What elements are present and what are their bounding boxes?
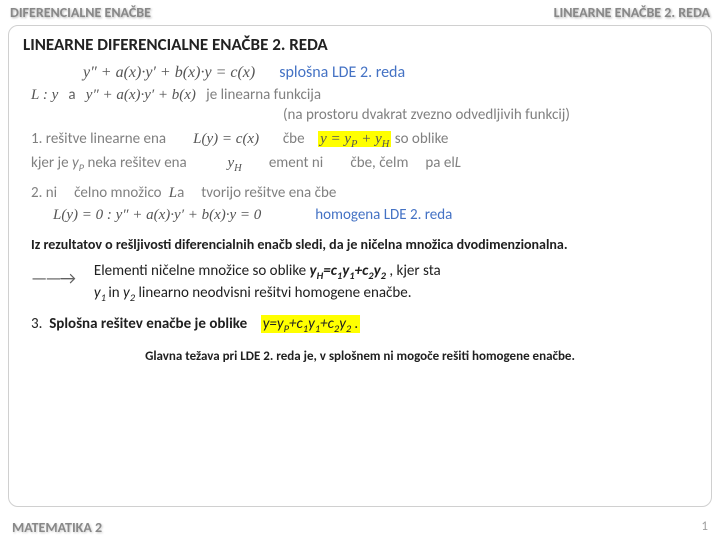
p1-c: čbe xyxy=(283,130,305,148)
elements-text: Elementi ničelne množice so oblike yH=c1… xyxy=(94,261,441,305)
p1l2-a: kjer je yP neka rešitev ena xyxy=(31,154,187,172)
bottom-note: Glavna težava pri LDE 2. reda je, v splo… xyxy=(23,349,697,364)
elem-1c: , kjer sta xyxy=(389,262,440,280)
p2-eq: L(y) = 0 : y″ + a(x)·y′ + b(x)·y = 0 xyxy=(53,207,261,223)
L-post: je linearna funkcija xyxy=(199,86,321,104)
p1-e: so oblike xyxy=(395,130,449,148)
point-1-line2: kjer je yP neka rešitev ena yH ement ni … xyxy=(31,154,697,174)
p2-b: čelno množico xyxy=(74,184,162,202)
arrow-icon: ——→ xyxy=(31,267,74,289)
p1l2-yh: yH xyxy=(227,155,241,171)
p3-text: Splošna rešitev enačbe je oblike xyxy=(49,315,247,333)
p1l2-e: pa elL xyxy=(425,154,461,172)
p2-num: 2. xyxy=(31,184,42,202)
slide-footer: MATEMATIKA 2 1 xyxy=(0,519,720,536)
p2-label: homogena LDE 2. reda xyxy=(315,206,452,224)
maps-arrow: a xyxy=(62,86,83,104)
content-box: LINEARNE DIFERENCIALNE ENAČBE 2. REDA y″… xyxy=(8,25,712,507)
p1-highlight: y = yP + yH xyxy=(318,131,391,147)
p2-L: L xyxy=(165,185,177,201)
p1-num: 1. xyxy=(31,130,42,148)
elem-1a: Elementi ničelne množice so oblike xyxy=(94,262,310,280)
p2-a: ni xyxy=(46,184,57,202)
result-statement: Iz rezultatov o rešljivosti diferencialn… xyxy=(31,236,689,253)
p1l2-d: čbe, čelm xyxy=(350,154,408,172)
p2-e: čbe xyxy=(315,184,337,202)
header-right: LINEARNE ENAČBE 2. REDA xyxy=(554,4,710,21)
p2-d: tvorijo rešitve ena xyxy=(201,184,311,202)
p3-highlight: y=yP+c1y1+c2y2 . xyxy=(261,315,361,333)
homogeneous-eq: L(y) = 0 : y″ + a(x)·y′ + b(x)·y = 0 hom… xyxy=(53,206,697,224)
elem-formula: yH=c1y1+c2y2 xyxy=(310,262,386,280)
p1-a: rešitve linearne ena xyxy=(46,130,166,148)
slide-header: DIFERENCIALNE ENAČBE LINEARNE ENAČBE 2. … xyxy=(0,0,720,23)
p1l2-c: ement ni xyxy=(269,154,323,172)
general-equation: y″ + a(x)·y′ + b(x)·y = c(x) splošna LDE… xyxy=(83,63,697,82)
header-left: DIFERENCIALNE ENAČBE xyxy=(10,4,151,21)
point-2: 2. ni čelno množico La tvorijo rešitve e… xyxy=(31,184,697,202)
elem-y1y2: y1 xyxy=(94,284,108,302)
p3-num: 3. xyxy=(31,315,42,333)
footer-left: MATEMATIKA 2 xyxy=(12,519,102,536)
p1-eq: L(y) = c(x) xyxy=(193,131,259,147)
functional-L: L : y a y″ + a(x)·y′ + b(x) je linearna … xyxy=(31,86,697,104)
L-pre: L : y xyxy=(31,87,58,103)
point-3: 3. Splošna rešitev enačbe je oblike y=yP… xyxy=(31,315,689,335)
elements-row: ——→ Elementi ničelne množice so oblike y… xyxy=(31,261,689,305)
slide-title: LINEARNE DIFERENCIALNE ENAČBE 2. REDA xyxy=(23,34,697,55)
L-subnote: (na prostoru dvakrat zvezno odvedljivih … xyxy=(283,106,697,124)
point-1: 1. rešitve linearne ena L(y) = c(x) čbe … xyxy=(31,130,697,150)
eq1-label: splošna LDE 2. reda xyxy=(279,63,405,82)
page-number: 1 xyxy=(701,519,708,536)
L-mid: y″ + a(x)·y′ + b(x) xyxy=(86,87,196,103)
eq1-formula: y″ + a(x)·y′ + b(x)·y = c(x) xyxy=(83,64,255,81)
